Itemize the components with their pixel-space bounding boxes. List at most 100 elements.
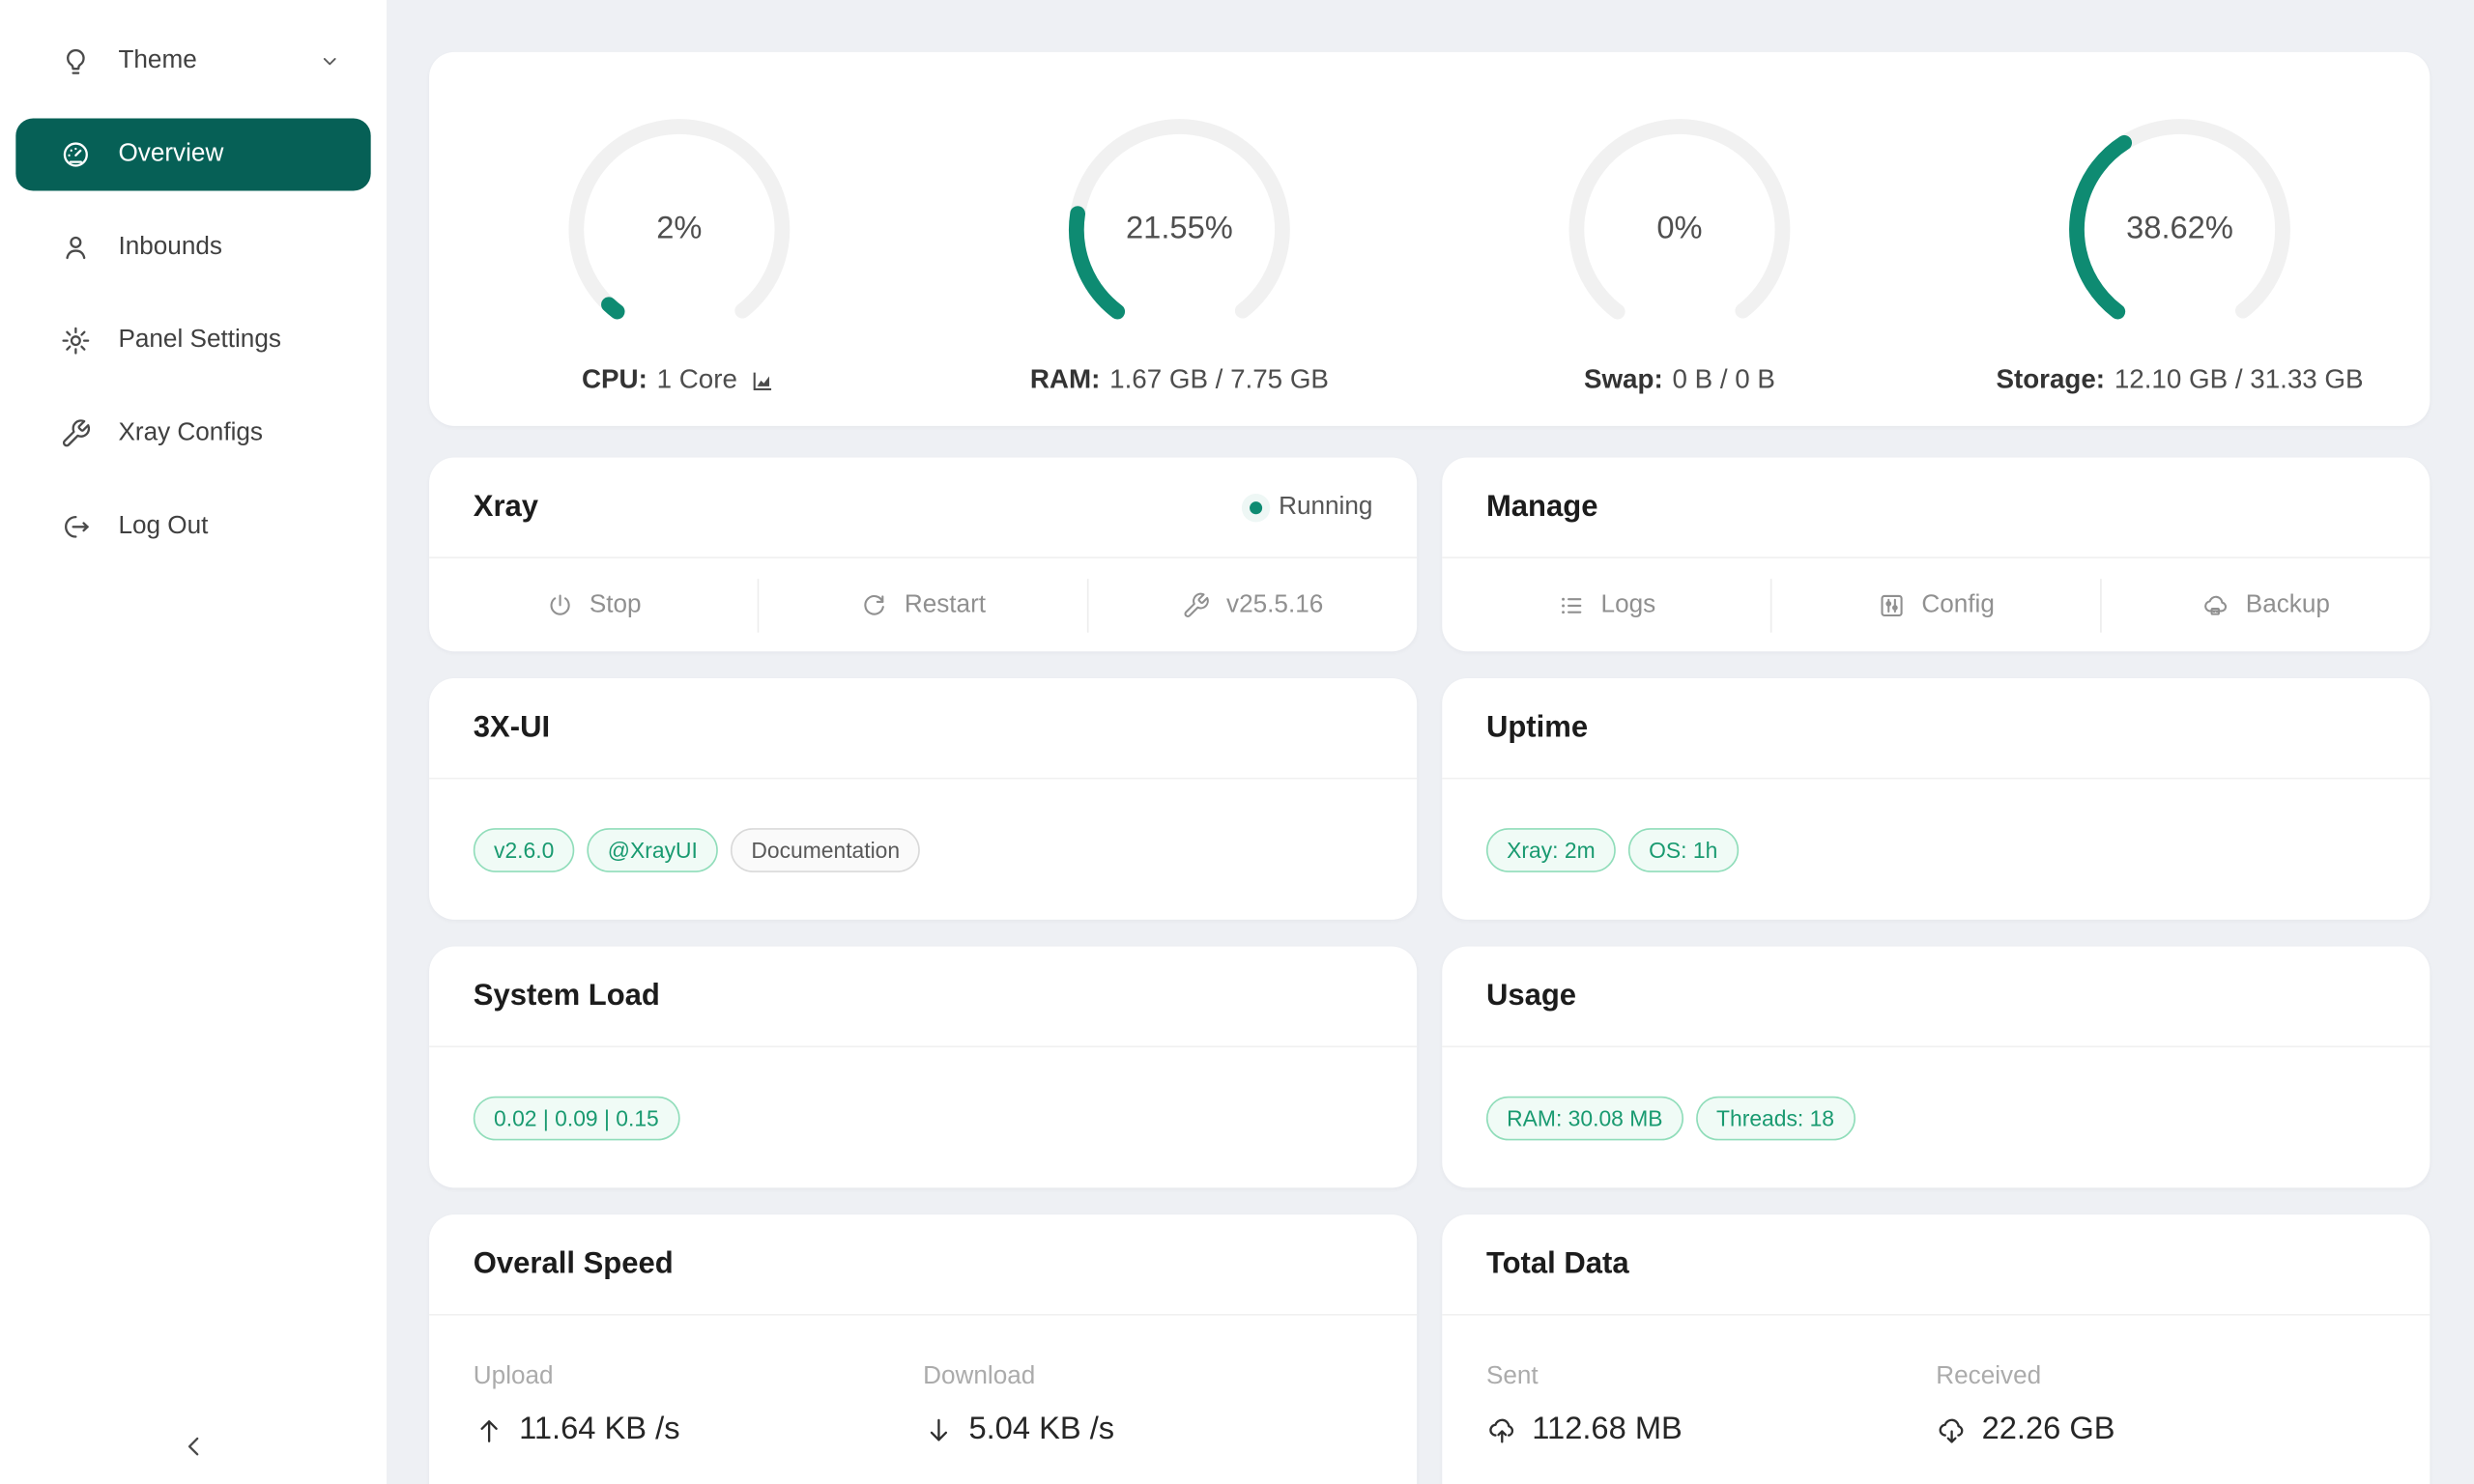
xui-tags: v2.6.0 @XrayUI Documentation [429,780,1417,920]
xray-status-badge: Running [1250,493,1373,521]
gear-icon [62,327,90,355]
version-tag[interactable]: v2.6.0 [473,827,575,872]
bulb-icon [67,48,85,74]
ram-label-name: RAM: [1029,364,1101,395]
stat-value: 11.64 KB /s [474,1412,923,1448]
storage-label: Storage: 12.10 GB / 31.33 GB [1996,364,2363,396]
cards-grid: Xray Running Stop [429,457,2431,1484]
ram-label: RAM: 1.67 GB / 7.75 GB [1030,364,1329,396]
stop-button[interactable]: Stop [429,558,758,651]
sidebar-item-log-out[interactable]: Log Out [15,491,370,563]
total-data-stats: Sent 112.68 MB Received [1442,1316,2430,1448]
xray-card: Xray Running Stop [429,457,1418,652]
documentation-tag[interactable]: Documentation [731,827,921,872]
download-stat: Download 5.04 KB /s [923,1363,1372,1448]
swap-label-name: Swap: [1583,364,1663,395]
dashboard-icon [63,142,88,167]
received-value: 22.26 GB [1981,1412,2115,1447]
action-label: Restart [904,590,987,618]
backup-button[interactable]: Backup [2102,558,2431,651]
chevron-left-icon [187,1437,198,1456]
os-uptime-tag: OS: 1h [1627,827,1739,872]
sidebar-item-inbounds[interactable]: Inbounds [15,212,370,284]
system-load-tags: 0.02 | 0.09 | 0.15 [429,1047,1417,1187]
swap-gauge: 0% Swap: 0 B / 0 B [1429,115,1930,396]
list-icon [1561,596,1581,614]
chevron-down-icon [323,58,336,66]
cpu-gauge: 2% CPU: 1 Core [429,115,930,396]
sidebar-item-label: Panel Settings [118,326,281,354]
xray-version-button[interactable]: v25.5.16 [1089,558,1418,651]
card-title: Uptime [1485,710,1589,744]
action-label: Config [1921,590,1995,618]
upload-speed-value: 11.64 KB /s [519,1412,680,1447]
status-label: Running [1279,493,1373,520]
sidebar-collapse-button[interactable] [0,1431,387,1463]
total-data-card-header: Total Data [1442,1214,2431,1316]
ram-label-value: 1.67 GB / 7.75 GB [1109,364,1329,395]
xray-actions: Stop Restart [429,558,1417,651]
swap-percent: 0% [1656,211,1703,246]
card-title: Usage [1485,979,1577,1013]
stat-label: Upload [473,1362,554,1390]
manage-card: Manage Logs [1442,457,2431,652]
card-title: System Load [473,979,660,1013]
sidebar: Theme Overview Inbounds [0,0,387,1484]
system-load-card: System Load 0.02 | 0.09 | 0.15 [429,946,1418,1188]
sidebar-item-xray-configs[interactable]: Xray Configs [15,397,370,470]
status-dot-icon [1250,500,1263,514]
action-label: v25.5.16 [1226,590,1324,618]
overall-speed-card: Overall Speed Upload 11.64 KB /s Downl [429,1214,1418,1484]
restart-button[interactable]: Restart [759,558,1087,651]
logout-icon [65,515,89,538]
cpu-percent: 2% [656,211,703,246]
divider [1086,578,1089,632]
uptime-tags: Xray: 2m OS: 1h [1442,780,2430,920]
ram-gauge-ring: 21.55% [1065,115,1294,344]
stat-value: 5.04 KB /s [923,1412,1372,1448]
card-title: 3X-UI [473,710,551,744]
sidebar-item-theme[interactable]: Theme [15,25,370,98]
sidebar-nav: Theme Overview Inbounds [0,0,387,563]
main-content: 2% CPU: 1 Core 21.55% [387,0,2474,1484]
manage-actions: Logs Config [1442,558,2430,651]
sidebar-item-label: Overview [118,140,224,168]
sidebar-item-panel-settings[interactable]: Panel Settings [15,304,370,377]
sidebar-item-label: Log Out [118,512,209,540]
action-label: Logs [1600,590,1656,618]
stat-label: Sent [1485,1362,1539,1390]
uptime-card-header: Uptime [1442,678,2431,780]
config-button[interactable]: Config [1771,558,2100,651]
total-data-card: Total Data Sent 112.68 MB [1442,1214,2431,1484]
received-stat: Received 22.26 GB [1936,1363,2385,1448]
stat-label: Download [923,1362,1036,1390]
cloud-upload-icon [1489,1417,1514,1442]
telegram-tag[interactable]: @XrayUI [587,827,719,872]
reload-icon [864,594,885,614]
ram-gauge: 21.55% RAM: 1.67 GB / 7.75 GB [930,115,1430,396]
cloud-download-icon [1939,1417,1964,1442]
overall-speed-card-header: Overall Speed [429,1214,1418,1316]
xui-card: 3X-UI v2.6.0 @XrayUI Documentation [429,678,1418,920]
swap-label: Swap: 0 B / 0 B [1584,364,1775,396]
power-icon [549,593,569,614]
storage-gauge-ring: 38.62% [2065,115,2294,344]
overall-speed-stats: Upload 11.64 KB /s Download [429,1316,1417,1448]
logs-button[interactable]: Logs [1442,558,1770,651]
uptime-card: Uptime Xray: 2m OS: 1h [1442,678,2431,920]
stat-label: Received [1936,1362,2042,1390]
usage-card: Usage RAM: 30.08 MB Threads: 18 [1442,946,2431,1188]
area-chart-icon[interactable] [750,367,777,394]
sidebar-item-label: Theme [118,46,197,74]
xray-uptime-tag: Xray: 2m [1485,827,1616,872]
system-gauges-card: 2% CPU: 1 Core 21.55% [429,51,2431,426]
swap-label-value: 0 B / 0 B [1672,364,1775,395]
xray-card-header: Xray Running [429,457,1418,558]
card-title: Xray [473,489,539,524]
card-title: Manage [1485,489,1598,524]
usage-card-header: Usage [1442,947,2431,1048]
download-speed-value: 5.04 KB /s [968,1412,1115,1447]
sidebar-item-overview[interactable]: Overview [15,118,371,191]
manage-card-header: Manage [1442,457,2431,558]
